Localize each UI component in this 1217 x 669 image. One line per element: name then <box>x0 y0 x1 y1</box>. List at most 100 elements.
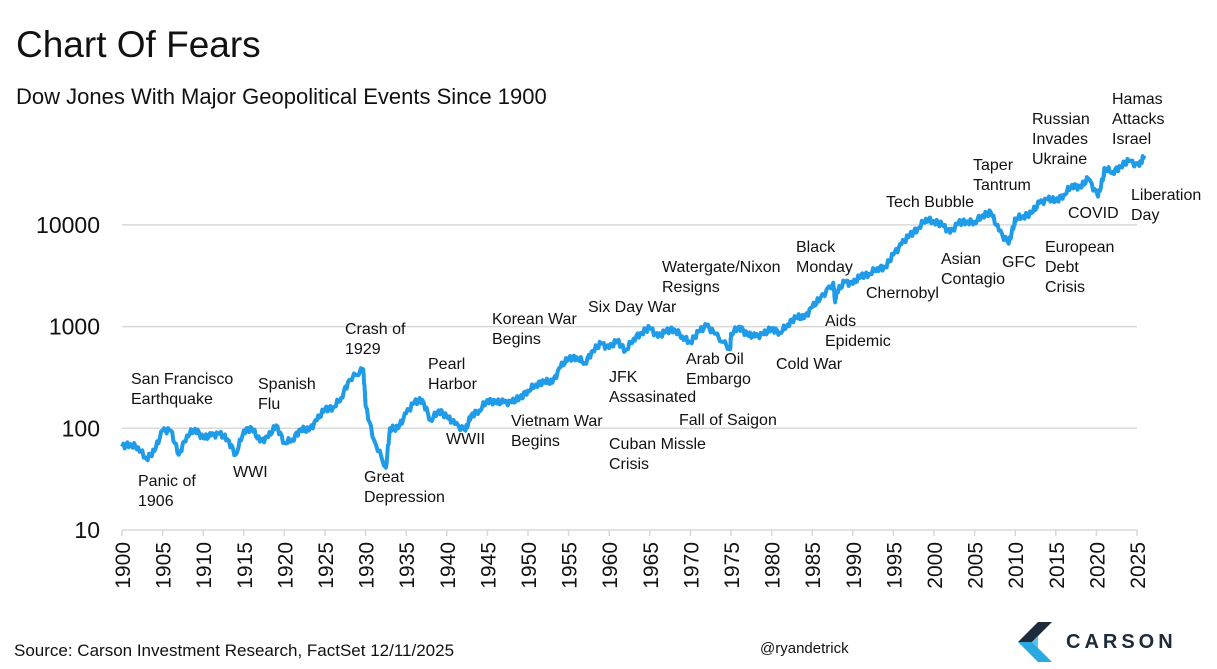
event-annotation-line: Black <box>796 239 836 256</box>
event-annotation: Aids Epidemic <box>825 312 891 352</box>
x-tick-label: 1920 <box>274 542 297 589</box>
event-annotation-line: Russian <box>1032 111 1090 128</box>
x-tick-label: 1970 <box>680 542 703 589</box>
event-annotation-line: Korean War <box>492 311 577 328</box>
event-annotation-line: Begins <box>511 433 560 450</box>
event-annotation: Tech Bubble <box>886 193 974 213</box>
x-tick-label: 1975 <box>721 542 744 589</box>
carson-logo-icon <box>1018 622 1052 662</box>
event-annotation-line: Day <box>1131 207 1160 224</box>
carson-logo: CARSON <box>1018 622 1177 662</box>
event-annotation: Six Day War <box>588 298 676 318</box>
event-annotation-line: Cold War <box>776 356 843 373</box>
event-annotation-line: Embargo <box>686 371 751 388</box>
event-annotation-line: Crisis <box>609 456 649 473</box>
event-annotation-line: Attacks <box>1112 111 1165 128</box>
author-handle: @ryandetrick <box>760 640 849 657</box>
event-annotation: European Debt Crisis <box>1045 238 1114 298</box>
x-tick-label: 1965 <box>640 542 663 589</box>
event-annotation: Panic of 1906 <box>138 472 196 512</box>
event-annotation-line: COVID <box>1068 205 1119 222</box>
y-tick-label: 10000 <box>36 212 100 238</box>
event-annotation-line: Resigns <box>662 279 720 296</box>
event-annotation: Crash of 1929 <box>345 320 405 360</box>
event-annotation-line: Aids <box>825 313 857 330</box>
x-tick-label: 1945 <box>477 542 500 589</box>
event-annotation: Chernobyl <box>866 284 939 304</box>
dow-jones-line <box>120 154 1147 470</box>
event-annotation-line: European <box>1045 239 1115 256</box>
chart-title: Chart Of Fears <box>16 24 261 65</box>
event-annotation-line: Watergate/Nixon <box>662 259 781 276</box>
event-annotation-line: Harbor <box>428 376 477 393</box>
x-tick-label: 1940 <box>437 542 460 589</box>
event-annotation: Black Monday <box>796 238 853 278</box>
event-annotation-line: Invades <box>1032 131 1089 148</box>
event-annotation-line: JFK <box>609 369 638 386</box>
event-annotation-line: Begins <box>492 331 541 348</box>
x-tick-label: 1980 <box>762 542 785 589</box>
event-annotation: COVID <box>1068 204 1119 224</box>
event-annotation-line: Crash of <box>345 321 406 338</box>
x-tick-label: 1915 <box>234 542 257 589</box>
event-annotation-line: 1906 <box>138 493 174 510</box>
x-tick-label: 2000 <box>924 542 947 589</box>
event-annotation: Fall of Saigon <box>679 411 777 431</box>
event-annotation: Russian Invades Ukraine <box>1032 110 1090 170</box>
event-annotation: Arab Oil Embargo <box>686 350 751 390</box>
event-annotation: Asian Contagio <box>941 250 1005 290</box>
event-annotation-line: Arab Oil <box>686 351 744 368</box>
event-annotation-line: Flu <box>258 396 281 413</box>
x-tick-label: 2025 <box>1127 542 1150 589</box>
event-annotation-line: Monday <box>796 259 853 276</box>
event-annotation-line: GFC <box>1002 254 1036 271</box>
event-annotation-line: Liberation <box>1131 187 1202 204</box>
event-annotation-line: Earthquake <box>131 391 213 408</box>
event-annotation-line: Cuban Missle <box>609 436 706 453</box>
x-tick-label: 1960 <box>599 542 622 589</box>
event-annotation-line: Epidemic <box>825 333 891 350</box>
event-annotation-line: Panic of <box>138 473 196 490</box>
source-note: Source: Carson Investment Research, Fact… <box>14 641 455 660</box>
carson-logo-text: CARSON <box>1066 630 1177 653</box>
x-tick-label: 1930 <box>356 542 379 589</box>
event-annotation-line: Debt <box>1045 259 1079 276</box>
event-annotation: Hamas Attacks Israel <box>1112 90 1164 150</box>
event-annotation: Liberation Day <box>1131 186 1201 226</box>
event-annotation-line: Fall of Saigon <box>679 412 777 429</box>
event-annotation-line: Israel <box>1112 131 1152 148</box>
event-annotation-line: WWI <box>233 464 268 481</box>
event-annotation-line: Pearl <box>428 356 466 373</box>
x-tick-label: 1995 <box>883 542 906 589</box>
chart-subtitle: Dow Jones With Major Geopolitical Events… <box>16 84 547 109</box>
x-tick-label: 2010 <box>1005 542 1028 589</box>
event-annotation-line: Ukraine <box>1032 151 1088 168</box>
x-tick-label: 2015 <box>1046 542 1069 589</box>
event-annotation: Cold War <box>776 355 842 375</box>
x-tick-label: 2005 <box>965 542 988 589</box>
event-annotation: Watergate/Nixon Resigns <box>662 258 781 298</box>
y-tick-label: 10 <box>74 517 100 543</box>
event-annotation: Pearl Harbor <box>428 355 477 395</box>
event-annotation: GFC <box>1002 253 1036 273</box>
event-annotation-line: Great <box>364 469 405 486</box>
event-annotation: WWII <box>446 430 485 450</box>
event-annotation: Korean War Begins <box>492 310 577 350</box>
event-annotation-line: Taper <box>973 157 1014 174</box>
x-tick-label: 2020 <box>1086 542 1109 589</box>
event-annotation-line: WWII <box>446 431 486 448</box>
x-tick-label: 1900 <box>112 542 135 589</box>
event-annotation-line: Contagio <box>941 271 1006 288</box>
event-annotation: Cuban Missle Crisis <box>609 435 706 475</box>
x-tick-label: 1955 <box>559 542 582 589</box>
event-annotation: Spanish Flu <box>258 375 316 415</box>
x-tick-label: 1905 <box>153 542 176 589</box>
x-tick-label: 1935 <box>396 542 419 589</box>
event-annotation-line: Crisis <box>1045 279 1085 296</box>
event-annotation-line: Tantrum <box>973 177 1031 194</box>
x-tick-label: 1990 <box>843 542 866 589</box>
y-tick-label: 1000 <box>49 314 100 340</box>
event-annotation-line: Assasinated <box>609 389 697 406</box>
x-tick-label: 1950 <box>518 542 541 589</box>
